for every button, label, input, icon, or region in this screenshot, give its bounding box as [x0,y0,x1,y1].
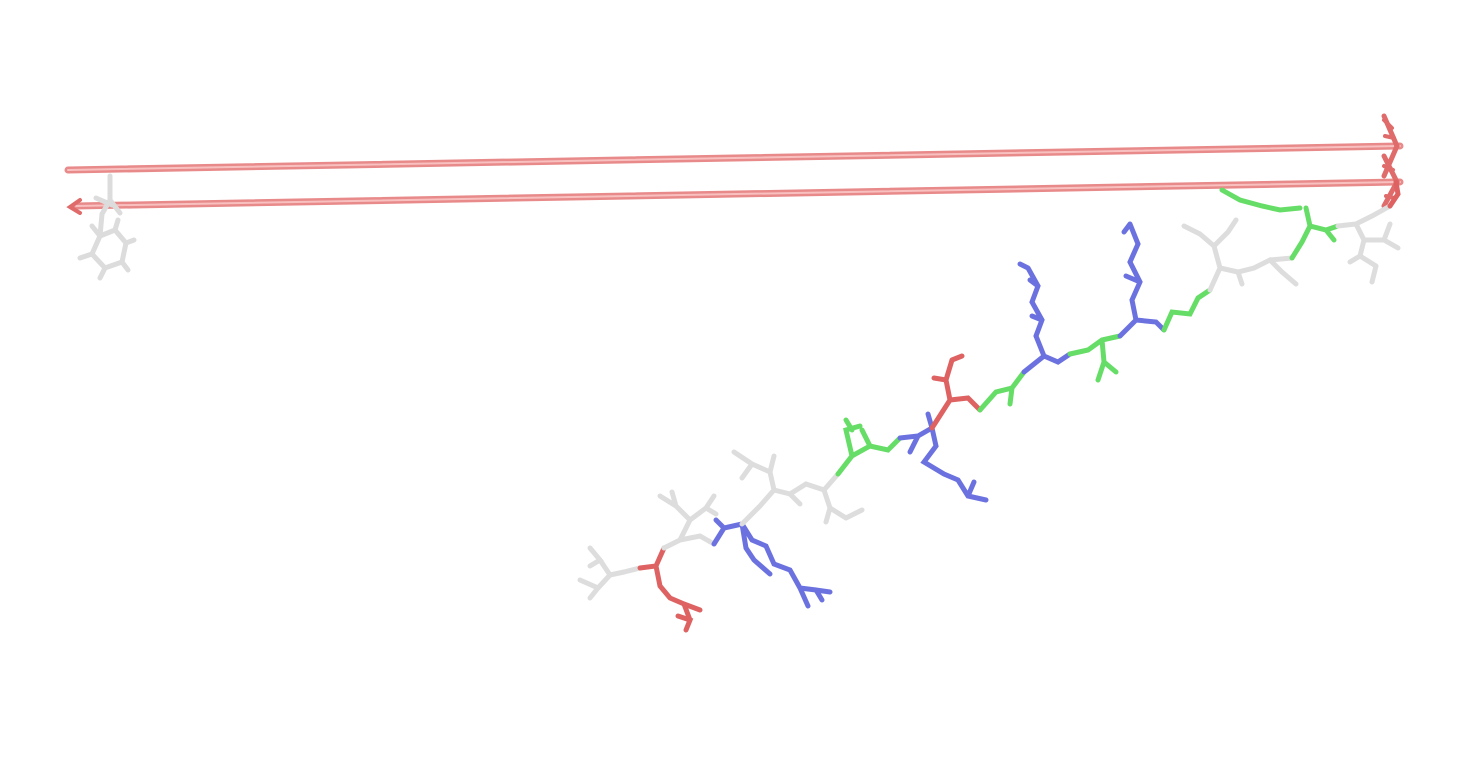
acidic-residue-mid [929,353,983,431]
ribbon-terminal-link [1387,179,1401,209]
basic-residue-bottom [711,517,833,609]
basic-residue-mid [897,411,989,503]
polar-residue-far-right [1219,187,1341,261]
hydrophobic-residue-top [1181,217,1299,293]
basic-residue-upper-right [1117,221,1167,339]
basic-residue-upper-left [1017,261,1073,375]
phenyl-ring-residue [77,173,137,281]
hydrophobic-residue-lower [657,489,719,551]
hydrophobic-residue-mid [731,449,865,527]
backbone-ribbon [64,113,1404,215]
polar-residue-upper-mid [1067,333,1123,383]
polar-residue-mid [835,417,903,477]
ribbon-arrowhead-right [1381,113,1400,209]
end-residue-left [577,545,643,601]
polar-residue-top [1161,287,1213,333]
ribbon-arrowhead-left [66,198,82,215]
polar-residue-upper [977,369,1027,413]
hydrophobic-residue-far-right [1335,203,1401,285]
acidic-residue-bottom [637,545,703,633]
